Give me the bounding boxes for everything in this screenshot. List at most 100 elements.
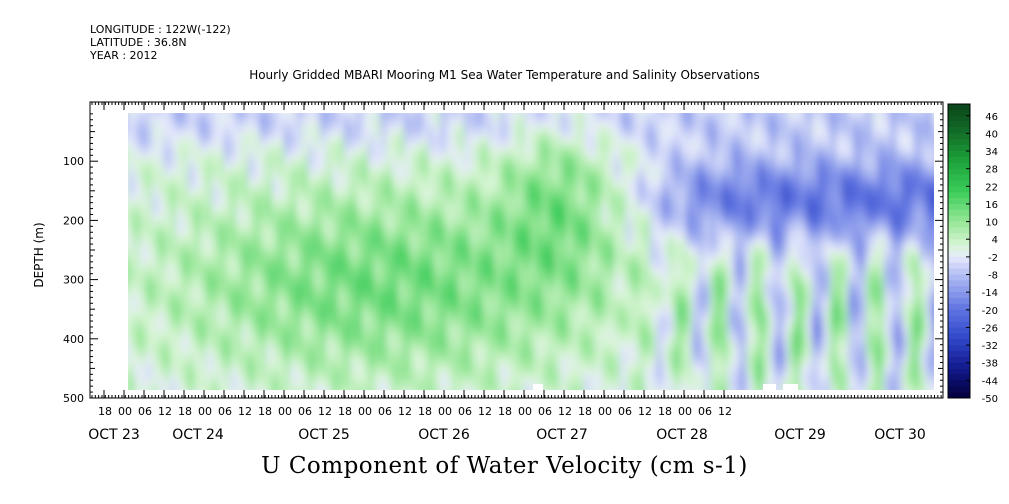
heatmap-cell: [128, 137, 135, 144]
heatmap-cell: [542, 245, 549, 252]
heatmap-cell: [512, 275, 519, 282]
heatmap-cell: [896, 263, 903, 270]
heatmap-cell: [284, 215, 291, 222]
heatmap-cell: [320, 305, 327, 312]
heatmap-cell: [470, 173, 477, 180]
heatmap-cell: [380, 179, 387, 186]
heatmap-cell: [152, 287, 159, 294]
heatmap-cell: [626, 281, 633, 288]
heatmap-cell: [536, 155, 543, 162]
heatmap-cell: [374, 131, 381, 138]
heatmap-cell: [620, 191, 627, 198]
heatmap-cell: [158, 119, 165, 126]
heatmap-cell: [572, 215, 579, 222]
heatmap-cell: [668, 113, 675, 120]
heatmap-cell: [536, 269, 543, 276]
heatmap-cell: [374, 227, 381, 234]
heatmap-cell: [758, 209, 765, 216]
heatmap-cell: [890, 281, 897, 288]
heatmap-cell: [842, 191, 849, 198]
heatmap-cell: [842, 113, 849, 114]
heatmap-cell: [536, 143, 543, 150]
heatmap-cell: [248, 281, 255, 288]
heatmap-cell: [428, 131, 435, 138]
heatmap-cell: [410, 227, 417, 234]
heatmap-cell: [206, 287, 213, 294]
heatmap-cell: [704, 191, 711, 198]
heatmap-cell: [284, 209, 291, 216]
heatmap-cell: [644, 179, 651, 186]
heatmap-cell: [482, 161, 489, 168]
heatmap-cell: [344, 251, 351, 258]
heatmap-cell: [554, 125, 561, 132]
heatmap-cell: [722, 293, 729, 300]
heatmap-cell: [434, 197, 441, 204]
heatmap-cell: [362, 149, 369, 156]
heatmap-cell: [698, 287, 705, 294]
heatmap-cell: [674, 263, 681, 270]
heatmap-cell: [728, 233, 735, 240]
heatmap-cell: [740, 257, 747, 264]
heatmap-cell: [440, 119, 447, 126]
heatmap-cell: [326, 239, 333, 246]
heatmap-cell: [194, 203, 201, 210]
heatmap-cell: [554, 281, 561, 288]
heatmap-cell: [902, 161, 909, 168]
heatmap-cell: [266, 173, 273, 180]
heatmap-cell: [368, 311, 375, 318]
heatmap-cell: [230, 311, 237, 318]
heatmap-cell: [434, 203, 441, 210]
heatmap-cell: [620, 185, 627, 192]
heatmap-cell: [572, 311, 579, 318]
heatmap-cell: [614, 137, 621, 144]
heatmap-cell: [470, 269, 477, 276]
heatmap-cell: [284, 167, 291, 174]
heatmap-cell: [380, 167, 387, 174]
heatmap-cell: [872, 125, 879, 132]
heatmap-cell: [902, 245, 909, 252]
heatmap-cell: [560, 245, 567, 252]
heatmap-cell: [362, 197, 369, 204]
heatmap-cell: [320, 323, 327, 330]
heatmap-cell: [380, 161, 387, 168]
heatmap-cell: [686, 317, 693, 324]
heatmap-cell: [566, 275, 573, 282]
heatmap-cell: [488, 215, 495, 222]
heatmap-cell: [242, 233, 249, 240]
heatmap-cell: [524, 287, 531, 294]
heatmap-cell: [662, 209, 669, 216]
heatmap-cell: [794, 185, 801, 192]
heatmap-cell: [584, 245, 591, 252]
heatmap-cell: [788, 275, 795, 282]
heatmap-cell: [230, 197, 237, 204]
heatmap-cell: [128, 293, 129, 300]
heatmap-cell: [146, 143, 153, 150]
heatmap-cell: [734, 149, 741, 156]
heatmap-cell: [416, 131, 423, 138]
heatmap-cell: [920, 257, 927, 264]
heatmap-cell: [362, 113, 369, 120]
heatmap-cell: [722, 317, 729, 324]
heatmap-cell: [350, 131, 357, 138]
heatmap-cell: [218, 233, 225, 240]
heatmap-cell: [782, 281, 789, 288]
heatmap-cell: [434, 191, 441, 198]
heatmap-cell: [218, 281, 225, 288]
heatmap-cell: [230, 299, 237, 306]
heatmap-cell: [710, 131, 717, 138]
heatmap-cell: [806, 167, 813, 174]
heatmap-cell: [770, 239, 777, 246]
heatmap-cell: [440, 305, 447, 312]
heatmap-cell: [368, 251, 375, 258]
heatmap-cell: [752, 173, 759, 180]
heatmap-cell: [146, 209, 153, 216]
heatmap-cell: [146, 179, 153, 186]
heatmap-cell: [938, 107, 945, 114]
heatmap-cell: [200, 119, 207, 126]
heatmap-cell: [518, 173, 525, 180]
heatmap-cell: [656, 203, 663, 210]
heatmap-cell: [860, 275, 867, 282]
heatmap-cell: [758, 293, 765, 300]
heatmap-cell: [374, 179, 381, 186]
heatmap-cell: [716, 119, 723, 126]
